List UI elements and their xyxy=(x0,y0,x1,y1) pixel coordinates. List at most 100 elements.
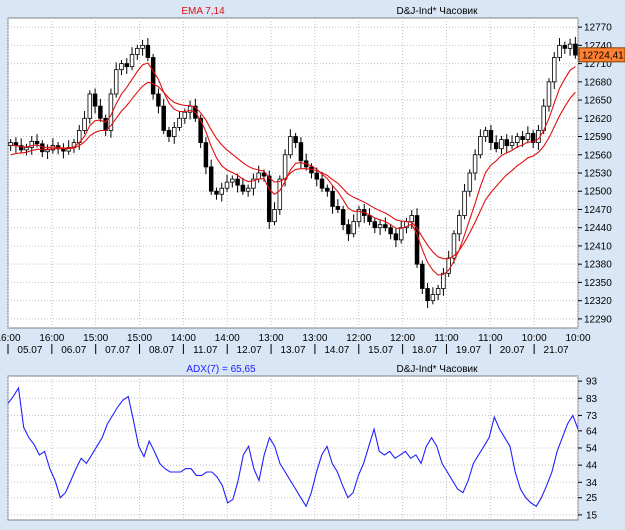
y-tick-label: 12410 xyxy=(584,241,612,252)
y-tick-label: 12320 xyxy=(584,296,612,307)
candle-body xyxy=(351,221,356,235)
candle-body xyxy=(87,93,93,119)
y-tick-label: 12470 xyxy=(584,205,612,216)
candle-body xyxy=(293,136,298,144)
candle-body xyxy=(66,147,71,152)
x-tick-time: 15:00 xyxy=(127,333,152,344)
candle-body xyxy=(340,209,346,226)
candle-body xyxy=(319,178,325,189)
adx-y-tick-label: 83 xyxy=(586,394,598,405)
candle-body xyxy=(50,145,56,151)
candle-body xyxy=(520,136,525,140)
x-tick-date: 19.07 xyxy=(456,345,481,356)
candle-body xyxy=(467,172,473,192)
candle-body xyxy=(435,288,441,295)
candle-body xyxy=(150,57,156,95)
candle-body xyxy=(135,47,140,55)
candle-body xyxy=(267,175,272,223)
x-tick-date: 08.07 xyxy=(149,345,174,356)
candle-body xyxy=(156,93,161,107)
candle-body xyxy=(145,44,151,58)
candle-body xyxy=(261,172,267,177)
x-tick-time: 11:00 xyxy=(478,333,503,344)
ema-fast-line xyxy=(10,62,576,276)
candle-body xyxy=(457,215,462,235)
adx-y-tick-label: 54 xyxy=(586,444,598,455)
candle-body xyxy=(493,142,499,150)
candle-body xyxy=(240,184,246,192)
candle-body xyxy=(420,263,425,289)
x-tick-date: 20.07 xyxy=(500,345,525,356)
candle-body xyxy=(113,69,119,95)
x-tick-time: 16:00 xyxy=(39,333,64,344)
x-tick-time: 12:00 xyxy=(346,333,371,344)
adx-line xyxy=(7,386,579,508)
y-tick-label: 12380 xyxy=(584,260,612,271)
adx-label: ADX(7) = 65,65 xyxy=(186,364,256,375)
x-tick-date: 12.07 xyxy=(237,345,262,356)
candle-body xyxy=(451,233,457,259)
candle-body xyxy=(140,44,145,49)
candle-body xyxy=(288,136,293,156)
x-tick-time: 15:00 xyxy=(83,333,108,344)
candle-body xyxy=(235,178,240,186)
candle-body xyxy=(214,190,219,195)
main-chart-symbol-label: D&J-Ind* Часовик xyxy=(397,6,479,17)
candle-body xyxy=(272,209,277,223)
candle-body xyxy=(409,215,414,223)
candle-body xyxy=(219,187,224,195)
ema-slow-line xyxy=(10,81,576,260)
candle-body xyxy=(499,139,504,150)
adx-symbol-label: D&J-Ind* Часовик xyxy=(397,364,479,375)
y-tick-label: 12500 xyxy=(584,187,612,198)
candle-body xyxy=(377,224,383,229)
candle-body xyxy=(414,215,420,265)
candle-body xyxy=(166,130,172,137)
candle-body xyxy=(29,140,34,148)
x-tick-date: 21.07 xyxy=(544,345,569,356)
x-tick-time: 13:00 xyxy=(302,333,327,344)
x-tick-time: 12:00 xyxy=(390,333,415,344)
candle-body xyxy=(325,187,330,192)
y-tick-label: 12680 xyxy=(584,77,612,88)
candle-body xyxy=(119,63,124,71)
y-tick-label: 12650 xyxy=(584,96,612,107)
candle-body xyxy=(388,227,393,235)
candle-body xyxy=(314,172,319,180)
x-tick-date: 13.07 xyxy=(280,345,305,356)
candle-body xyxy=(187,105,193,113)
candle-body xyxy=(356,209,362,223)
y-tick-label: 12350 xyxy=(584,278,612,289)
x-tick-date: 18.07 xyxy=(412,345,437,356)
candle-body xyxy=(256,172,261,180)
candle-body xyxy=(488,130,494,144)
candle-body xyxy=(552,57,557,83)
candle-body xyxy=(462,190,467,216)
adx-y-tick-label: 44 xyxy=(586,461,598,472)
candle-body xyxy=(530,133,536,144)
adx-panel: 15 25 34 44 54 64 73 83 93 xyxy=(7,375,598,521)
candle-body xyxy=(483,130,488,137)
adx-y-tick-label: 34 xyxy=(586,478,598,489)
candle-body xyxy=(24,147,29,151)
y-tick-label: 12620 xyxy=(584,114,612,125)
y-tick-label: 12710 xyxy=(584,59,612,70)
candle-body xyxy=(478,136,483,156)
main-chart-panel: 16:00 16:00 15:00 15:00 14:00 14:00 13:00 13:00… xyxy=(0,17,625,356)
candle-body xyxy=(472,154,478,174)
candle-body xyxy=(82,117,87,131)
candle-body xyxy=(430,294,436,302)
candle-body xyxy=(525,133,531,140)
x-tick-time: 13:00 xyxy=(259,333,284,344)
candle-body xyxy=(198,117,203,144)
adx-y-tick-label: 64 xyxy=(586,426,598,437)
adx-y-tick-label: 15 xyxy=(586,510,598,521)
ema-label: EMA 7,14 xyxy=(181,6,225,17)
y-tick-label: 12560 xyxy=(584,150,612,161)
candle-body xyxy=(245,187,251,192)
x-tick-time: 10:00 xyxy=(522,333,547,344)
x-tick-date: 11.07 xyxy=(193,345,218,356)
candle-body xyxy=(515,136,520,144)
candle-body xyxy=(393,233,399,241)
